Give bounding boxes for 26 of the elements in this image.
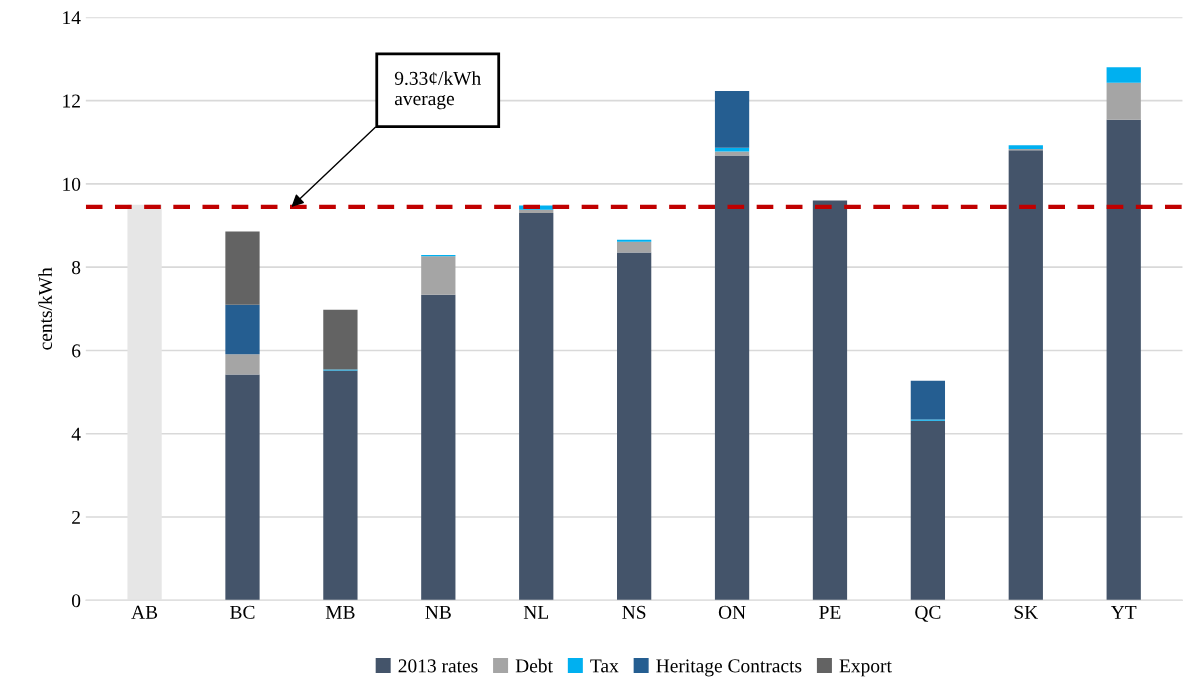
x-tick-label: YT [1110,605,1137,619]
x-tick-label: AB [131,605,158,619]
annotation: 9.33¢/kWh average [394,71,481,110]
x-tick-label: BC [230,605,255,619]
x-tick-label: QC [915,605,941,622]
legend-label: Export [839,659,892,677]
x-tick-label: PE [819,605,841,619]
y-tick-label: 10 [63,177,81,191]
y-tick-label: 2 [72,510,80,524]
legend-label: Debt [515,658,553,673]
legend-label: Tax [590,659,619,673]
x-tick-label: MB [325,605,355,619]
y-tick-label: 4 [71,427,81,441]
y-tick-label: 8 [71,261,81,275]
x-tick-label: ON [718,605,746,619]
legend-label: Heritage Contracts [656,659,802,677]
y-tick-label: 6 [72,344,81,358]
y-tick-label: 0 [71,594,81,608]
x-tick-label: NL [523,605,549,619]
x-tick-label: NB [425,605,451,619]
y-axis-title: cents/kWh [38,267,53,350]
legend-label: 2013 rates [398,659,478,673]
y-tick-label: 14 [63,11,81,25]
x-tick-label: SK [1014,605,1039,619]
y-tick-label: 12 [63,94,80,108]
x-tick-label: NS [622,605,646,619]
